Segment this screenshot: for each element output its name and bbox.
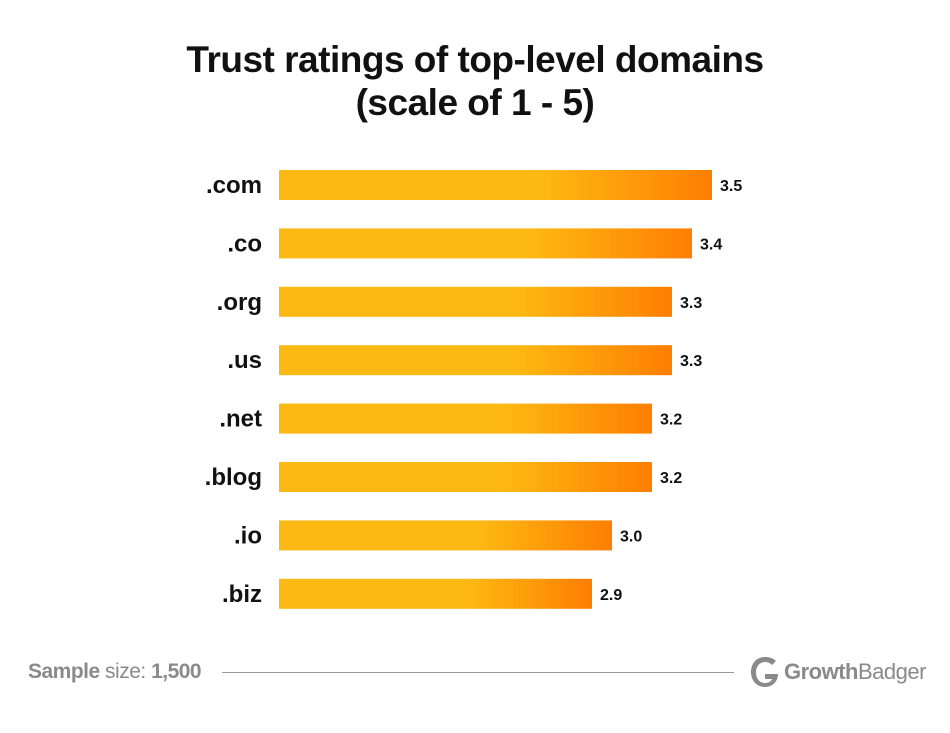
logo-text-bold: Growth [784,659,859,684]
sample-label: Sample [28,660,100,683]
value-label: 3.0 [620,528,642,545]
bar-com [279,170,712,200]
value-label: 3.3 [680,353,702,370]
title-line-2: (scale of 1 - 5) [355,82,595,123]
category-label: .blog [205,464,262,491]
category-label: .biz [222,581,262,608]
title-line-1: Trust ratings of top-level domains [186,39,764,80]
value-label: 2.9 [600,587,622,604]
category-label: .com [206,172,262,199]
logo-text-regular: Badger [858,659,926,684]
bar-co [279,228,692,259]
size-label: size: [99,660,152,683]
sample-value: 1,500 [151,660,202,683]
bar-biz [279,578,592,609]
category-label: .net [219,406,262,433]
value-label: 3.2 [660,470,682,487]
bar-blog [279,462,652,492]
value-label: 3.2 [660,412,682,429]
value-label: 3.4 [700,236,722,253]
value-label: 3.5 [720,178,742,195]
bar-org [279,286,672,317]
category-label: .co [227,230,262,257]
category-label: .io [234,522,262,549]
bar-us [279,345,672,376]
growthbadger-logo: Growth Badger [748,654,926,690]
value-label: 3.3 [680,295,702,312]
bar-net [279,403,652,434]
sample-size: Sample size: 1,500 [28,660,202,684]
category-label: .org [217,289,262,316]
footer-divider [222,672,734,673]
chart-title: Trust ratings of top-level domains (scal… [0,38,950,124]
badger-logo-icon [751,657,778,687]
bar-io [279,520,612,551]
category-label: .us [227,347,262,374]
